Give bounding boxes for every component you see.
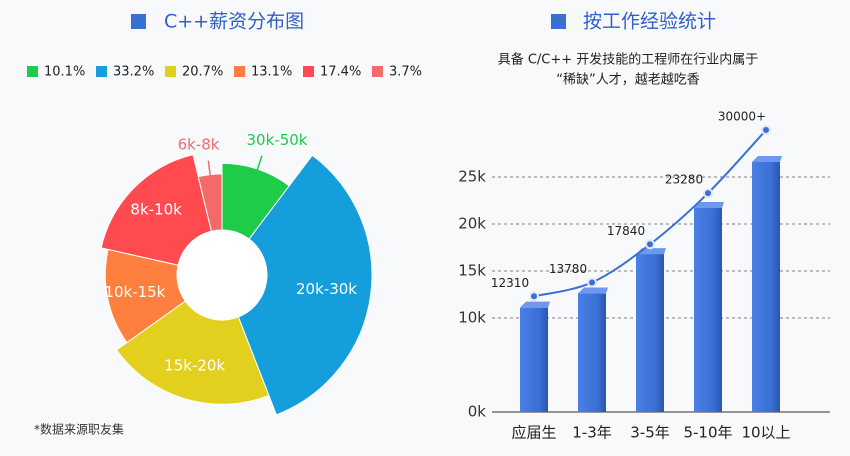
bar [694,208,722,412]
legend-label: 3.7% [389,65,422,80]
legend-swatch [165,66,176,77]
line-point [587,277,597,288]
footnote: *数据来源职友集 [34,422,124,437]
legend-label: 13.1% [251,65,292,80]
line-point [529,291,539,302]
line-point [703,188,713,199]
line-value-label: 12310 [491,276,529,290]
bar-top [694,202,724,209]
x-tick-label: 应届生 [511,424,556,442]
line-point [645,239,655,250]
title-icon [131,14,146,29]
slice-label: 15k-20k [164,357,225,375]
slice-label: 20k-30k [296,280,357,298]
legend-swatch [27,66,38,77]
rose-slice [115,300,270,405]
y-tick-label: 10k [458,309,486,327]
x-tick-label: 3-5年 [630,424,670,442]
leader-line [207,160,212,183]
y-tick-label: 20k [458,215,486,233]
bar [636,254,664,412]
y-tick-label: 25k [458,168,486,186]
slice-label: 6k-8k [178,135,220,153]
x-tick-label: 5-10年 [683,424,732,442]
x-tick-label: 10以上 [741,424,790,442]
leader-line [254,155,263,177]
legend-swatch [372,66,383,77]
slice-label: 8k-10k [130,201,182,219]
legend-swatch [96,66,107,77]
chart-title: 按工作经验统计 [583,11,716,33]
pie-hole [177,230,267,320]
title-icon [551,14,566,29]
y-tick-label: 15k [458,262,486,280]
legend-swatch [234,66,245,77]
subtitle: 具备 C/C++ 开发技能的工程师在行业内属于 [498,52,759,68]
line-point [761,125,771,135]
bar [752,161,780,412]
chart-title: C++薪资分布图 [164,11,304,33]
line-value-label: 30000+ [718,110,766,124]
bar-top [520,301,550,308]
legend-swatch [303,66,314,77]
subtitle: “稀缺”人才，越老越吃香 [556,72,699,88]
bar-top [752,155,782,162]
legend-label: 17.4% [320,65,361,80]
line-value-label: 23280 [665,173,703,187]
legend-label: 33.2% [113,65,154,80]
bar [578,293,606,412]
legend-label: 10.1% [44,65,85,80]
slice-label: 10k-15k [104,283,165,301]
legend-label: 20.7% [182,65,223,80]
line-value-label: 17840 [607,224,645,238]
slice-label: 30k-50k [247,131,308,149]
y-tick-label: 0k [468,403,487,421]
bar [520,307,548,412]
bar-top [578,287,608,294]
line-value-label: 13780 [549,262,587,276]
x-tick-label: 1-3年 [572,424,612,442]
